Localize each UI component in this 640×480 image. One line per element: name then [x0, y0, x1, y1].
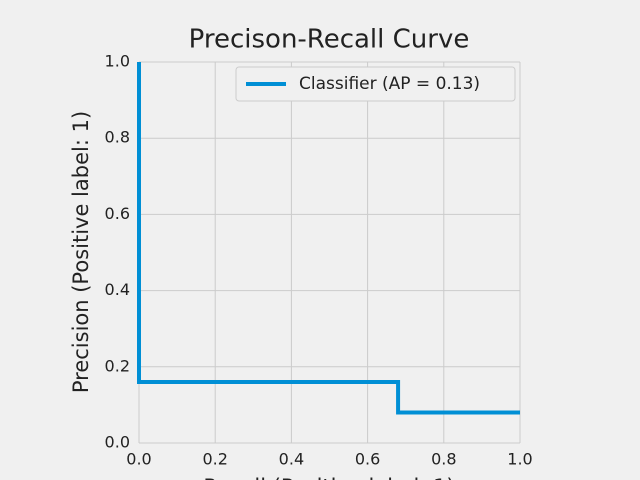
- x-tick-label: 0.6: [355, 450, 380, 469]
- y-tick-label: 0.8: [105, 128, 130, 147]
- series-line: [137, 62, 520, 415]
- y-axis-label: Precision (Positive label: 1): [69, 111, 93, 393]
- x-tick-label: 0.4: [279, 450, 304, 469]
- y-tick-label: 0.2: [105, 356, 130, 375]
- y-tick-label: 0.4: [105, 280, 130, 299]
- y-tick-label: 0.6: [105, 204, 130, 223]
- x-tick-label: 0.2: [202, 450, 227, 469]
- y-tick-label: 1.0: [105, 52, 130, 71]
- x-axis-label: Recall (Positive label: 1): [203, 475, 454, 480]
- x-tick-label: 1.0: [507, 450, 532, 469]
- legend-label: Classifier (AP = 0.13): [299, 74, 480, 94]
- x-tick-label: 0.0: [126, 450, 151, 469]
- y-tick-label: 0.0: [105, 433, 130, 452]
- legend-box: [235, 66, 516, 102]
- x-tick-label: 0.8: [431, 450, 456, 469]
- chart-title: Precison-Recall Curve: [189, 25, 470, 55]
